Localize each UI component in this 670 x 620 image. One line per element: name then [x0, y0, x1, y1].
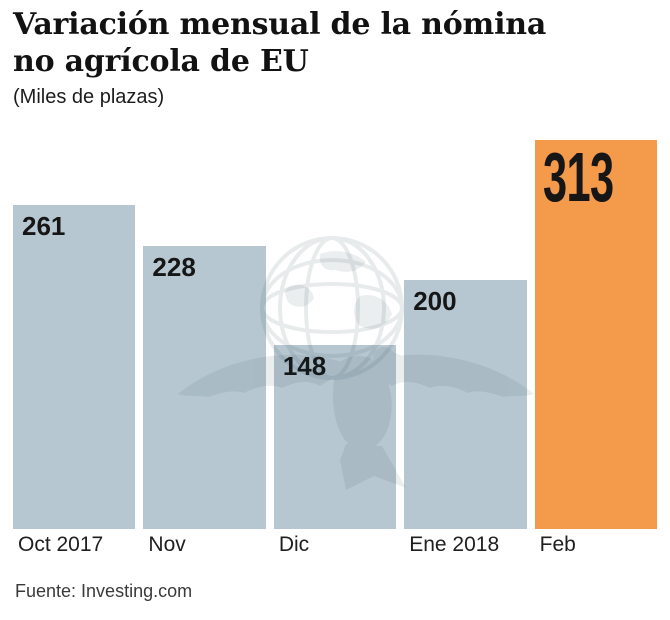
page-title: Variación mensual de la nómina no agríco… — [13, 6, 546, 80]
title-line-2: no agrícola de EU — [13, 44, 309, 79]
bar-dic: 148 — [273, 345, 397, 529]
bar-ene-2018: 200 — [404, 280, 527, 529]
bar-nov: 228 — [143, 246, 266, 529]
x-axis-labels: Oct 2017 Nov Dic Ene 2018 Feb — [13, 533, 657, 557]
x-axis-label-oct-2017: Oct 2017 — [18, 533, 104, 556]
bar-value-label-oct-2017: 261 — [22, 211, 66, 241]
bar-feb: 313 — [534, 138, 658, 529]
bar-oct-2017: 261 — [13, 205, 136, 529]
chart-subtitle: (Miles de plazas) — [13, 86, 165, 108]
bar-value-label-ene-2018: 200 — [413, 286, 457, 316]
bar-chart: 261 228 148 200 313 — [13, 138, 658, 529]
x-axis-label-ene-2018: Ene 2018 — [409, 533, 500, 556]
x-axis-label-nov: Nov — [148, 533, 186, 556]
bar-value-label-nov: 228 — [152, 252, 196, 282]
x-axis-label-feb: Feb — [539, 533, 576, 556]
bar-value-label-dic: 148 — [282, 351, 327, 381]
source-credit: Fuente: Investing.com — [15, 581, 193, 601]
bar-value-label-feb: 313 — [542, 138, 614, 216]
title-line-1: Variación mensual de la nómina — [13, 7, 547, 42]
x-axis-label-dic: Dic — [278, 533, 310, 556]
